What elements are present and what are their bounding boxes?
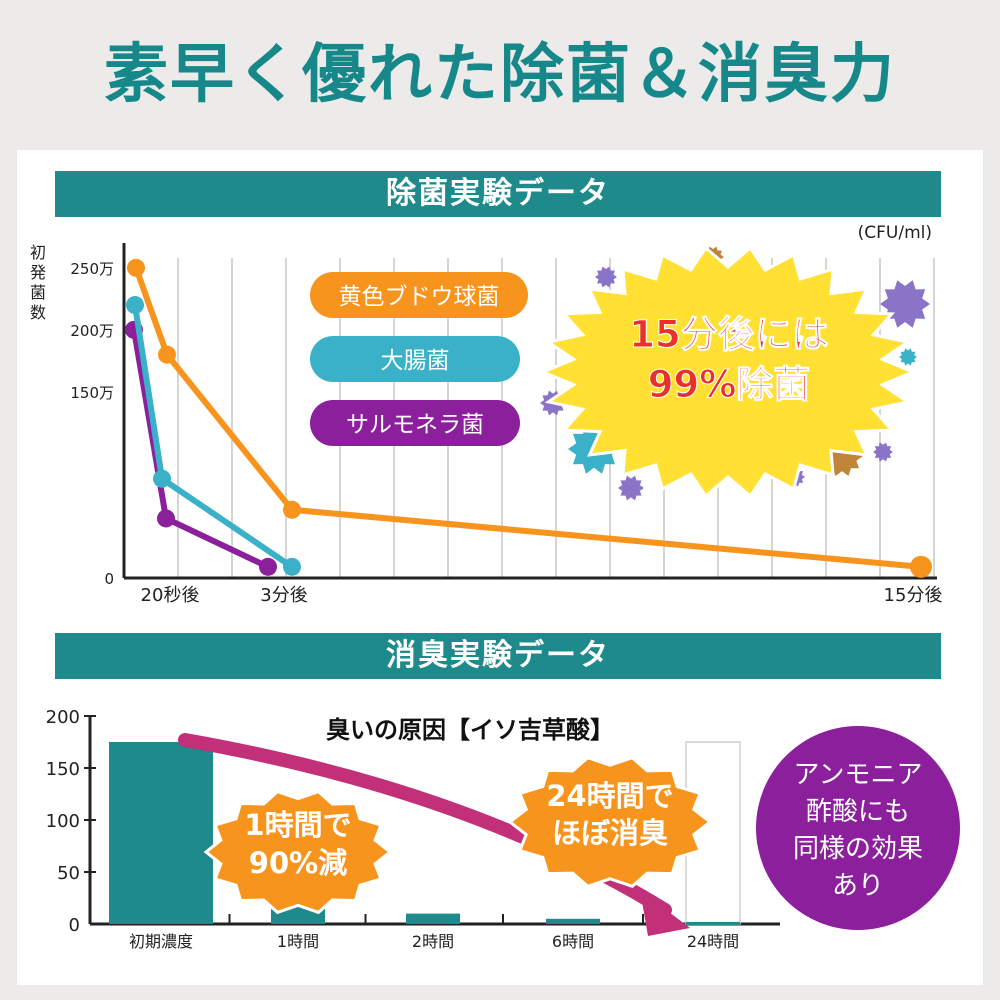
callout-24-hour bbox=[507, 756, 713, 888]
legend-label-ecoli: 大腸菌 bbox=[381, 348, 450, 374]
y-tick-label: 250万 bbox=[70, 260, 114, 278]
side-note-line-1: アンモニア bbox=[794, 760, 923, 790]
side-note-circle bbox=[756, 726, 960, 930]
annotation-burst bbox=[539, 245, 917, 499]
y-tick-label: 0 bbox=[104, 570, 114, 588]
legend-item-ecoli: 大腸菌 bbox=[310, 336, 520, 382]
unit-label: (CFU/ml) bbox=[858, 223, 932, 243]
y-axis-label: 初発菌数 bbox=[30, 243, 46, 322]
data-point bbox=[283, 557, 301, 576]
bar-x-label: 24時間 bbox=[687, 932, 739, 951]
data-point bbox=[283, 500, 301, 519]
data-point bbox=[126, 296, 144, 315]
side-note-line-3: 同様の効果 bbox=[793, 834, 923, 864]
x-tick-label: 20秒後 bbox=[141, 585, 200, 606]
y-tick-label: 200万 bbox=[70, 322, 114, 340]
germ-icon bbox=[618, 475, 644, 501]
bar-y-tick-label: 150 bbox=[46, 759, 80, 780]
bar-subtitle: 臭いの原因【イソ吉草酸】 bbox=[326, 716, 614, 744]
legend-pill-staph bbox=[310, 272, 528, 318]
y-tick-label: 150万 bbox=[70, 384, 114, 402]
legend-label-salmonella: サルモネラ菌 bbox=[346, 412, 484, 438]
callout-1-hour-line-1: 1時間で bbox=[244, 808, 351, 842]
callout-24-hour-line-2: ほぼ消臭 bbox=[552, 816, 668, 850]
germ-icon bbox=[873, 442, 893, 462]
bar-x-label: 2時間 bbox=[412, 932, 454, 951]
legend-item-staph: 黄色ブドウ球菌 bbox=[310, 272, 528, 318]
legend-label-staph: 黄色ブドウ球菌 bbox=[339, 284, 500, 310]
germ-icon bbox=[899, 348, 917, 366]
bar-y-tick-label: 200 bbox=[46, 707, 80, 728]
data-point bbox=[157, 509, 175, 528]
germ-icon bbox=[595, 266, 617, 288]
bar-y-tick-label: 50 bbox=[57, 863, 80, 884]
bar-x-label: 6時間 bbox=[552, 932, 594, 951]
callout-1-hour bbox=[203, 789, 393, 915]
side-note-line-2: 酢酸にも bbox=[806, 797, 910, 827]
callout-24-hour-line-1: 24時間で bbox=[546, 779, 673, 813]
germ-icon bbox=[880, 280, 930, 328]
bar-x-label: 初期濃度 bbox=[129, 932, 193, 951]
legend-item-salmonella: サルモネラ菌 bbox=[310, 400, 520, 446]
annotation-line-2: 99%除菌 bbox=[648, 363, 811, 406]
bar bbox=[109, 742, 213, 924]
bar bbox=[546, 918, 600, 924]
data-point bbox=[910, 555, 932, 578]
data-point bbox=[153, 469, 171, 488]
bar-x-label: 1時間 bbox=[277, 932, 319, 951]
data-point bbox=[127, 258, 145, 277]
trend-arrow-head bbox=[640, 890, 690, 936]
series-line bbox=[133, 266, 922, 570]
deodorization-banner: 消臭実験データ bbox=[55, 633, 941, 679]
data-point bbox=[259, 557, 277, 576]
callout-1-hour-line-2: 90%減 bbox=[249, 846, 347, 880]
x-tick-label: 15分後 bbox=[884, 585, 943, 606]
legend-pill-ecoli bbox=[310, 336, 520, 382]
bar-y-tick-label: 0 bbox=[69, 915, 80, 936]
bar-y-tick-label: 100 bbox=[46, 811, 80, 832]
legend-pill-salmonella bbox=[310, 400, 520, 446]
annotation-line-1: 15分後には bbox=[629, 313, 829, 356]
data-point bbox=[158, 345, 176, 364]
x-tick-label: 3分後 bbox=[260, 585, 307, 606]
bar bbox=[686, 921, 740, 925]
headline: 素早く優れた除菌＆消臭力 bbox=[104, 38, 896, 112]
sterilization-banner: 除菌実験データ bbox=[55, 171, 941, 217]
bar bbox=[406, 913, 460, 924]
side-note-line-4: あり bbox=[832, 871, 884, 901]
